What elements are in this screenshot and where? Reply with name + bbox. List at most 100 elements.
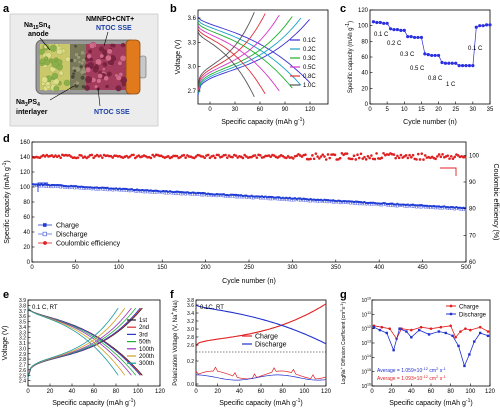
panel-d-left-ytick-label: 120 [20,170,31,176]
panel-d-charge-point [380,202,383,205]
panel-d-charge-point [210,193,213,196]
panel-e-ytick-label: 2.6 [19,368,26,374]
panel-f-ytick-label: 3.4 [187,311,194,317]
panel-d-charge-point [314,198,317,201]
panel-c-point [371,20,376,24]
sse-particle [121,82,126,87]
panel-d-charge-point [285,196,288,199]
panel-g-charge-point [439,325,443,329]
anode-particle [53,85,60,92]
panel-d-xtick-label: 400 [374,265,385,271]
panel-d-charge-point [377,202,380,205]
panel-b-discharge-curve-0.8C [197,28,266,95]
panel-d-discharge-point [267,197,271,201]
panel-c-point [433,53,437,58]
panel-d-discharge-point [411,205,415,208]
panel-c-point [457,64,461,68]
panel-b-charge-curve-0.1C [197,19,310,96]
panel-b-discharge-curve-0.5C [197,25,280,92]
panel-d-left-ytick-label: 140 [20,155,31,161]
panel-g-xtick-label: 0 [370,389,374,395]
panel-d-charge-point [149,189,152,192]
panel-d-charge-point [389,202,392,205]
panel-d-right-ytick-label: 80 [469,207,476,213]
cell-cap [125,39,141,95]
panel-d-charge-point [333,199,336,202]
panel-d-ce-point [184,156,187,159]
panel-d-discharge-point [299,199,302,202]
panel-d-ce-point [404,154,408,157]
panel-b-ytick-label: 3.3 [188,40,197,46]
panel-f-xlabel: Specific capacity (mAh g-1) [219,398,302,407]
panel-d-ce-point [109,154,113,158]
panel-f-xtick-label: 0 [194,389,198,395]
panel-d-charge-point [73,185,76,188]
panel-d-charge-point [399,203,402,206]
panel-d-discharge-point [165,191,168,195]
panel-d-charge-point [181,191,184,194]
panel-d-charge-point [290,197,293,200]
panel-d-charge-point [375,202,378,205]
panel-d-discharge-point [285,198,288,201]
panel-b-ytick-label: 2.7 [188,89,197,95]
panel-d-charge-point [273,196,276,199]
panel-d-ce-point [258,153,262,157]
panel-d-charge-point [31,183,34,186]
panel-f-discharge-curve [195,304,327,345]
panel-d-ce-point [243,153,246,157]
panel-d-ce-point [312,157,316,161]
panel-b-xtick-label: 30 [232,107,239,113]
panel-d-legend-label: Discharge [56,231,88,238]
panel-d-ce-point [87,155,90,159]
panel-d-charge-point [136,188,139,191]
panel-d-ce-point [422,158,425,161]
panel-g-ytick-exponent: -15 [366,368,371,372]
panel-g-xticks: 0 20 40 60 80 100 120 [370,383,496,395]
panel-e-discharge-curve-1st [27,307,143,376]
panel-f-xticks: 0 20 40 60 80 100 120 [194,383,332,395]
panel-c-point [382,21,386,25]
panel-d-charge-point [281,196,284,199]
panel-d-charge-point [238,194,241,197]
panel-d-left-ytick-label: 20 [23,245,30,251]
panel-d-charge-point [359,201,362,204]
panel-d-ce-point [453,155,457,159]
panel-f-legend-label: Discharge [255,341,287,348]
panel-d-charge-point [215,193,218,196]
anode-pointer [39,37,51,51]
anode-label: Na15Sn4 [24,22,50,31]
panel-g-discharge-point [463,364,466,368]
panel-d-ce-point [59,156,62,159]
panel-d-right-ytick-label: 100 [469,153,480,159]
panel-d-charge-point [288,196,291,199]
panel-d-charge-point [132,189,135,192]
panel-d-ce-point [137,154,141,157]
panel-d-charge-point [170,190,173,193]
panel-d-charge-point [141,188,144,191]
sse-particle [96,78,102,84]
sse-particle [89,42,96,49]
panel-c-point [481,24,485,28]
panel-d-charge-point [167,190,170,193]
panel-d-yticks-left: 0 20 40 60 80 100 120 140 160 [20,140,35,266]
sse-particle [102,67,106,71]
sse-particle [84,85,90,91]
anode-particle [65,56,71,62]
panel-d-points [31,151,467,211]
panel-c-point [474,25,478,29]
panel-d-charge-point [75,185,78,188]
panel-d-ce-point [166,155,170,158]
panel-d-charge-point [408,204,411,207]
panel-d-charge-point [163,190,166,193]
panel-d-discharge-point [389,204,392,207]
panel-d-charge-point [458,206,461,209]
panel-g-xtick-label: 60 [428,389,435,395]
panel-e-series [27,307,143,379]
sse-particle [87,61,94,68]
panel-d-charge-point [146,189,149,192]
panel-e-xlabel: Specific capacity (mAh g-1) [52,398,135,407]
panel-f-ylabel: Polarization Voltage (V, Na+/Na) [170,300,179,385]
panel-d-ce-point [408,153,411,157]
panel-d-charge-point [250,194,253,197]
